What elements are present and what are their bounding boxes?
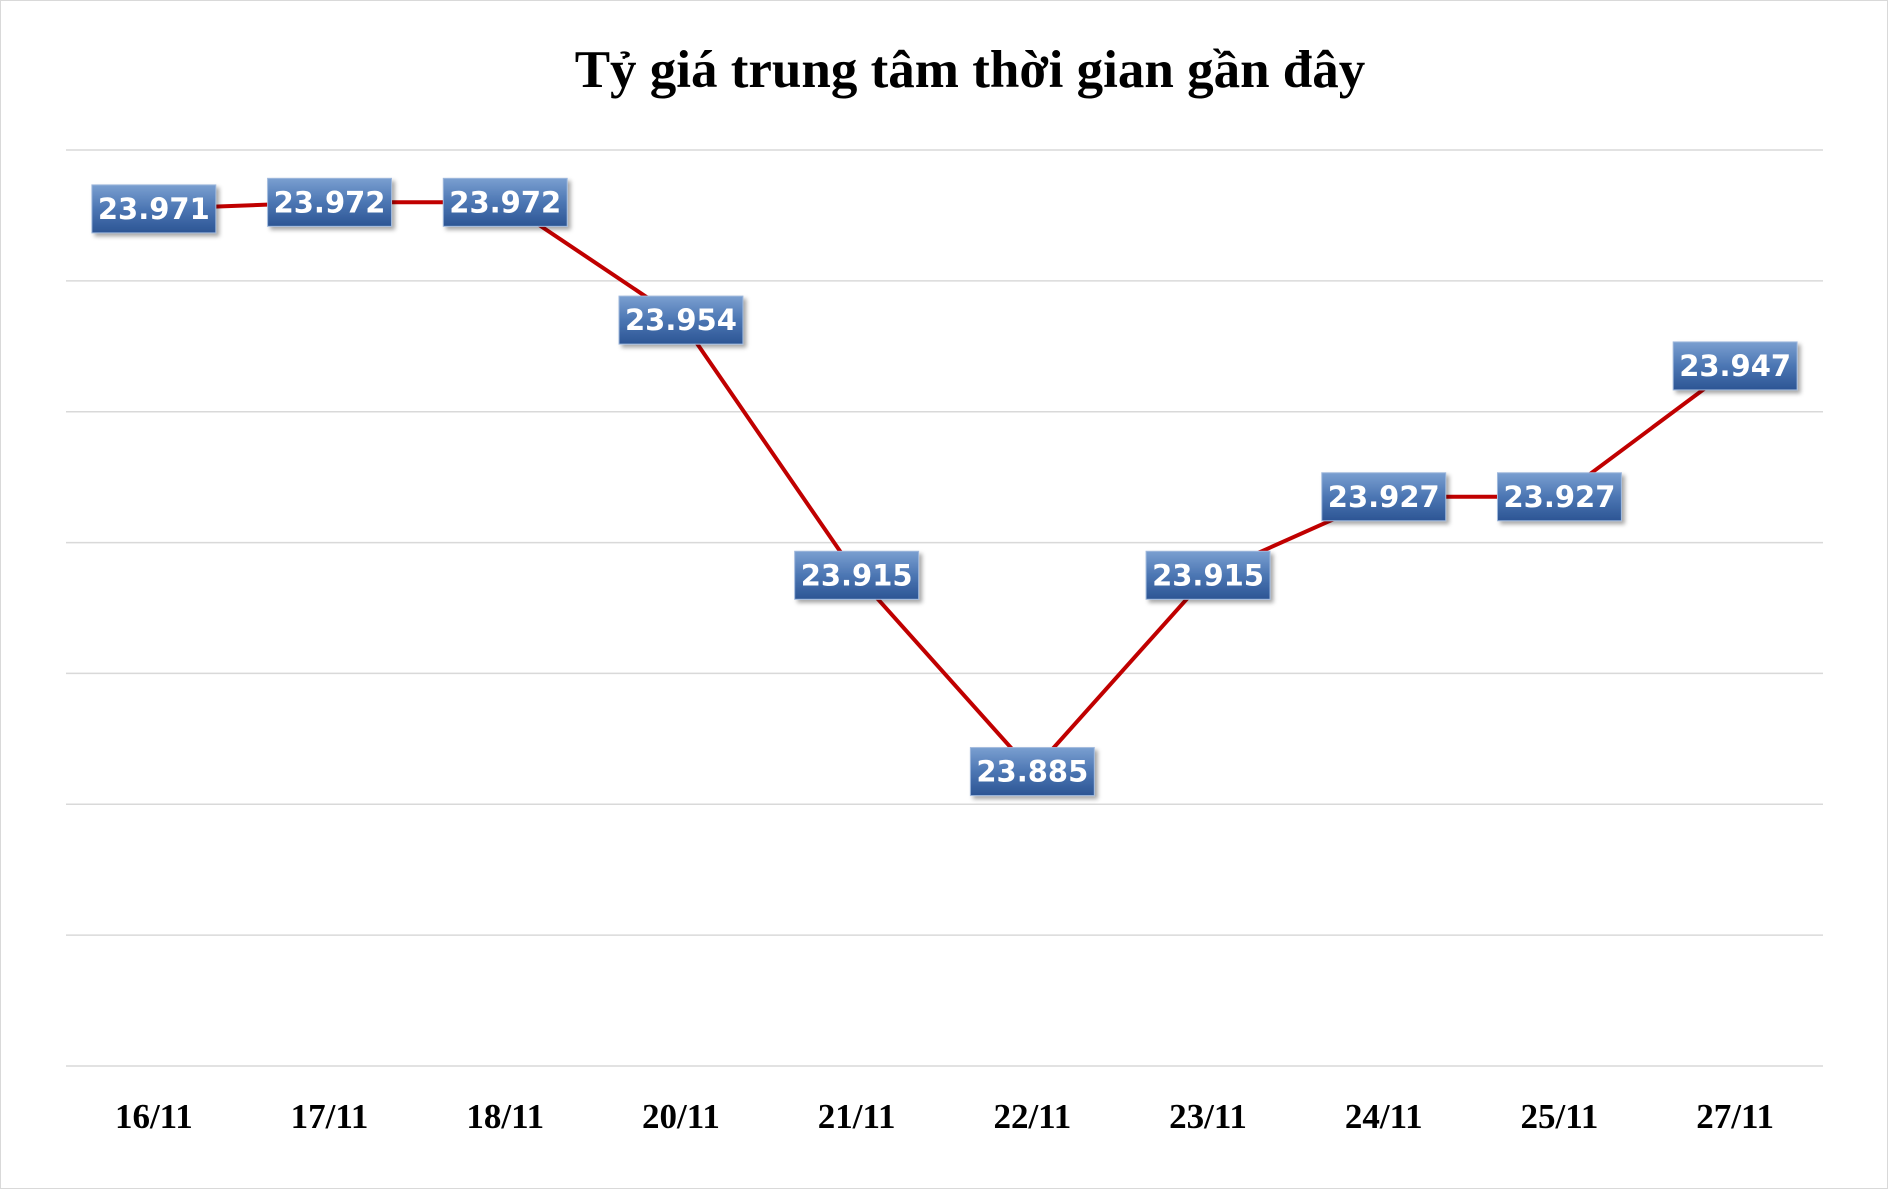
data-label-group: 23.972 <box>442 177 568 227</box>
data-label-group: 23.927 <box>1321 472 1447 522</box>
data-label-box <box>1145 550 1271 600</box>
data-label-group: 23.971 <box>91 184 217 234</box>
data-label-box <box>618 295 744 345</box>
x-tick-label: 16/11 <box>115 1097 193 1136</box>
data-label: 23.947 <box>1679 349 1791 383</box>
data-label: 23.972 <box>449 185 561 219</box>
data-label: 23.927 <box>1328 480 1440 514</box>
line-series <box>153 200 1737 774</box>
x-tick-label: 18/11 <box>466 1097 544 1136</box>
x-tick-label: 24/11 <box>1345 1097 1423 1136</box>
data-label-box <box>1321 472 1447 522</box>
data-label-box <box>1496 472 1622 522</box>
data-label-box <box>267 177 393 227</box>
data-label-box <box>91 184 217 234</box>
x-tick-label: 23/11 <box>1169 1097 1247 1136</box>
data-label-group: 23.927 <box>1496 472 1622 522</box>
data-label-box <box>442 177 568 227</box>
data-label-group: 23.885 <box>969 747 1095 797</box>
data-label: 23.972 <box>274 185 386 219</box>
data-label-group: 23.947 <box>1672 341 1798 391</box>
data-label-box <box>1672 341 1798 391</box>
data-label-group: 23.915 <box>1145 550 1271 600</box>
data-label: 23.971 <box>98 192 210 226</box>
x-tick-label: 27/11 <box>1696 1097 1774 1136</box>
x-tick-label: 22/11 <box>993 1097 1071 1136</box>
data-label-group: 23.954 <box>618 295 744 345</box>
x-tick-label: 25/11 <box>1521 1097 1599 1136</box>
data-label-box <box>969 747 1095 797</box>
data-label: 23.915 <box>801 558 913 592</box>
data-label-group: 23.915 <box>794 550 920 600</box>
data-label: 23.915 <box>1152 558 1264 592</box>
data-label: 23.885 <box>976 755 1088 789</box>
data-label: 23.927 <box>1503 480 1615 514</box>
x-tick-label: 21/11 <box>818 1097 896 1136</box>
data-label-group: 23.972 <box>267 177 393 227</box>
x-tick-label: 20/11 <box>642 1097 720 1136</box>
data-label-box <box>794 550 920 600</box>
data-label: 23.954 <box>625 303 737 337</box>
chart-title: Tỷ giá trung tâm thời gian gần đây <box>575 41 1366 99</box>
x-tick-label: 17/11 <box>291 1097 369 1136</box>
